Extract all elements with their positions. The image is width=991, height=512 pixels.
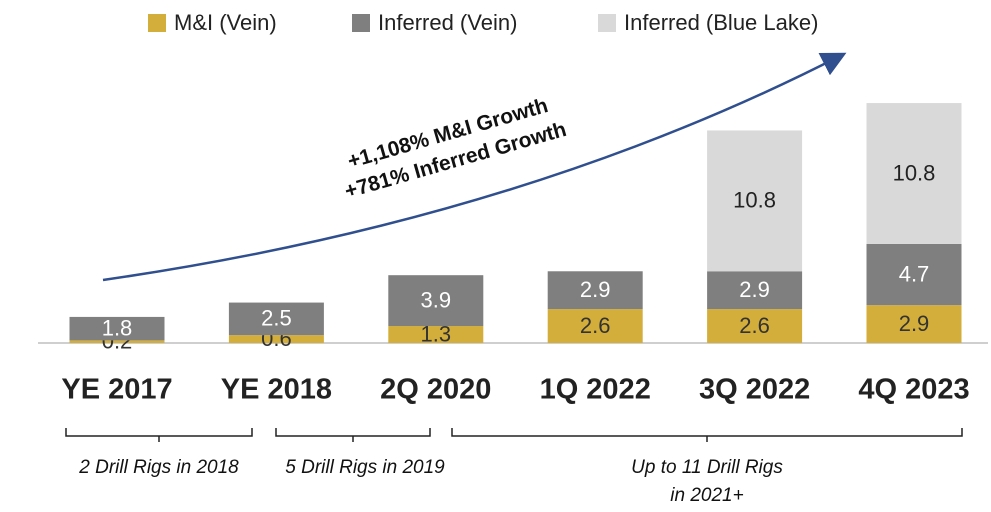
bar-segment bbox=[547, 271, 643, 310]
bar-segment bbox=[388, 326, 484, 343]
x-tick-label: 4Q 2023 bbox=[858, 374, 969, 406]
data-label: 2.6 bbox=[739, 313, 770, 338]
bar-segment bbox=[69, 316, 165, 341]
data-label: 2.9 bbox=[899, 311, 930, 336]
brackets bbox=[65, 428, 963, 442]
legend-swatch bbox=[148, 14, 166, 32]
x-tick-label: YE 2017 bbox=[61, 374, 172, 406]
note: 2 Drill Rigs in 2018 bbox=[78, 457, 239, 478]
data-label: 10.8 bbox=[733, 188, 776, 213]
bar-segment bbox=[866, 243, 962, 306]
x-tick-label: YE 2018 bbox=[221, 374, 332, 406]
legend-swatch bbox=[598, 14, 616, 32]
data-label: 2.9 bbox=[739, 277, 770, 302]
data-label: 2.9 bbox=[580, 277, 611, 302]
growth-annotations: +1,108% M&I Growth +781% Inferred Growth bbox=[342, 94, 569, 203]
growth-arrow bbox=[102, 52, 847, 282]
bar-segment bbox=[707, 271, 803, 310]
bar-segment bbox=[69, 340, 165, 343]
bar-segment bbox=[388, 275, 484, 327]
bar-segment bbox=[228, 335, 324, 343]
legend-swatch bbox=[352, 14, 370, 32]
bar-segment bbox=[707, 130, 803, 272]
legend-label: M&I (Vein) bbox=[174, 10, 277, 35]
data-label: 4.7 bbox=[899, 261, 930, 286]
legend-label: Inferred (Vein) bbox=[378, 10, 517, 35]
data-label: 3.9 bbox=[421, 287, 452, 312]
bar-segment bbox=[866, 305, 962, 343]
note: Up to 11 Drill Rigs bbox=[631, 457, 783, 478]
note: 5 Drill Rigs in 2019 bbox=[285, 457, 445, 478]
x-tick-label: 1Q 2022 bbox=[540, 374, 651, 406]
legend-label: Inferred (Blue Lake) bbox=[624, 10, 818, 35]
bar-segment bbox=[707, 309, 803, 343]
bar-segment bbox=[866, 103, 962, 244]
data-label: 10.8 bbox=[893, 160, 936, 185]
data-label: 2.5 bbox=[261, 306, 292, 331]
x-tick-label: 3Q 2022 bbox=[699, 374, 810, 406]
data-label: 1.8 bbox=[102, 315, 133, 340]
x-tick-label: 2Q 2020 bbox=[380, 374, 491, 406]
data-label: 2.6 bbox=[580, 313, 611, 338]
bar-segment bbox=[547, 309, 643, 343]
note: in 2021+ bbox=[670, 485, 743, 506]
bar-segment bbox=[228, 302, 324, 336]
